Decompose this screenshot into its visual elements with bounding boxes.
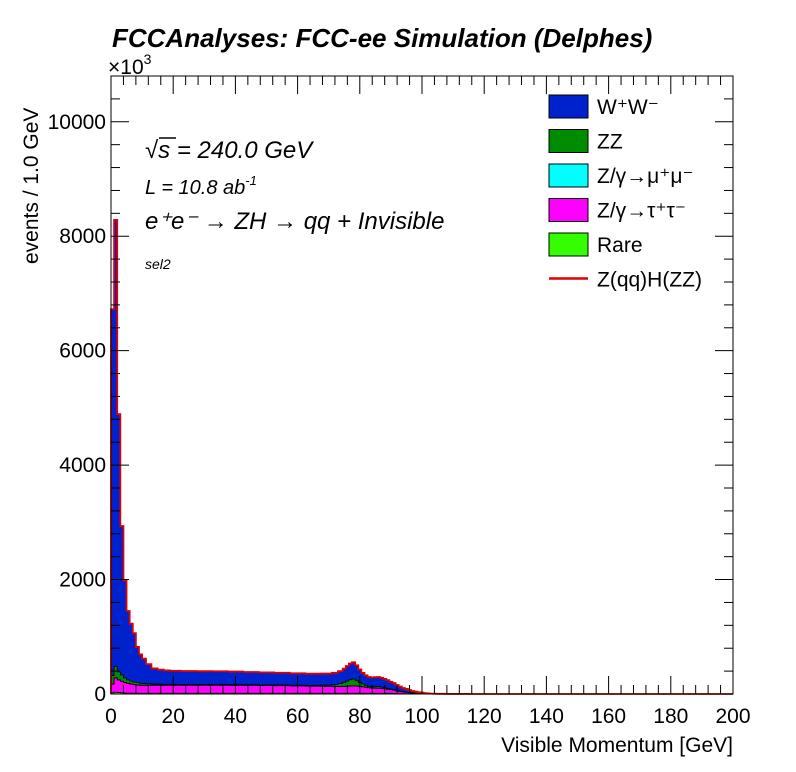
legend-label: Z/γ→τ⁺τ⁻ [597, 200, 686, 223]
legend-label: Z(qq)H(ZZ) [597, 269, 702, 292]
legend-label: Rare [597, 234, 643, 257]
y-multiplier: ×103 [108, 51, 152, 79]
sqrt-symbol: √ [145, 137, 159, 164]
ticks-layer: 0 20 40 60 80 100 120 140 160 180 2000200040006000… [48, 75, 751, 728]
legend-swatch [548, 198, 589, 222]
x-tick-label: 60 [286, 705, 309, 728]
signal-line-zqq-hzz [110, 218, 733, 695]
annotation-lumi: L = 10.8 ab-1 [145, 173, 257, 199]
signal-layer [110, 218, 733, 695]
x-tick-label: 120 [467, 705, 502, 728]
legend-label: W⁺W⁻ [597, 96, 659, 119]
x-tick-label: 20 [162, 705, 185, 728]
x-tick-label: 80 [348, 705, 371, 728]
y-tick-label: 6000 [59, 340, 106, 363]
y-tick-label: 10000 [48, 111, 106, 134]
legend-swatch [548, 232, 589, 257]
legend-swatch [548, 129, 589, 153]
sqrt-s-text: s = 240.0 GeV [158, 137, 314, 164]
legend-label: Z/γ→μ⁺μ⁻ [597, 165, 694, 188]
legend-swatch [548, 163, 589, 188]
y-tick-label: 2000 [59, 569, 106, 592]
annotation-sqrt-s: √s = 240.0 GeV [145, 137, 314, 164]
chart-title: FCCAnalyses: FCC-ee Simulation (Delphes) [112, 23, 652, 53]
x-tick-label: 140 [529, 705, 564, 728]
x-tick-label: 100 [404, 705, 439, 728]
x-tick-label: 160 [591, 705, 626, 728]
annotation-selection: sel2 [145, 256, 171, 272]
annotation-process: e⁺e⁻ → ZH → qq + Invisible [145, 208, 444, 235]
legend-label: ZZ [597, 131, 623, 154]
y-tick-label: 8000 [59, 225, 106, 248]
x-axis-label: Visible Momentum [GeV] [501, 734, 733, 757]
legend: W⁺W⁻ ZZ Z/γ→μ⁺μ⁻ Z/γ→τ⁺τ⁻ Rare Z(qq)H(ZZ) [548, 94, 702, 292]
x-tick-label: 200 [715, 705, 750, 728]
y-tick-label: 4000 [59, 454, 106, 477]
x-tick-label: 180 [653, 705, 688, 728]
y-tick-label: 0 [94, 683, 106, 706]
x-tick-label: 0 [105, 705, 117, 728]
x-tick-label: 40 [224, 705, 247, 728]
legend-swatch [548, 94, 589, 119]
y-axis-label: events / 1.0 GeV [20, 108, 43, 264]
